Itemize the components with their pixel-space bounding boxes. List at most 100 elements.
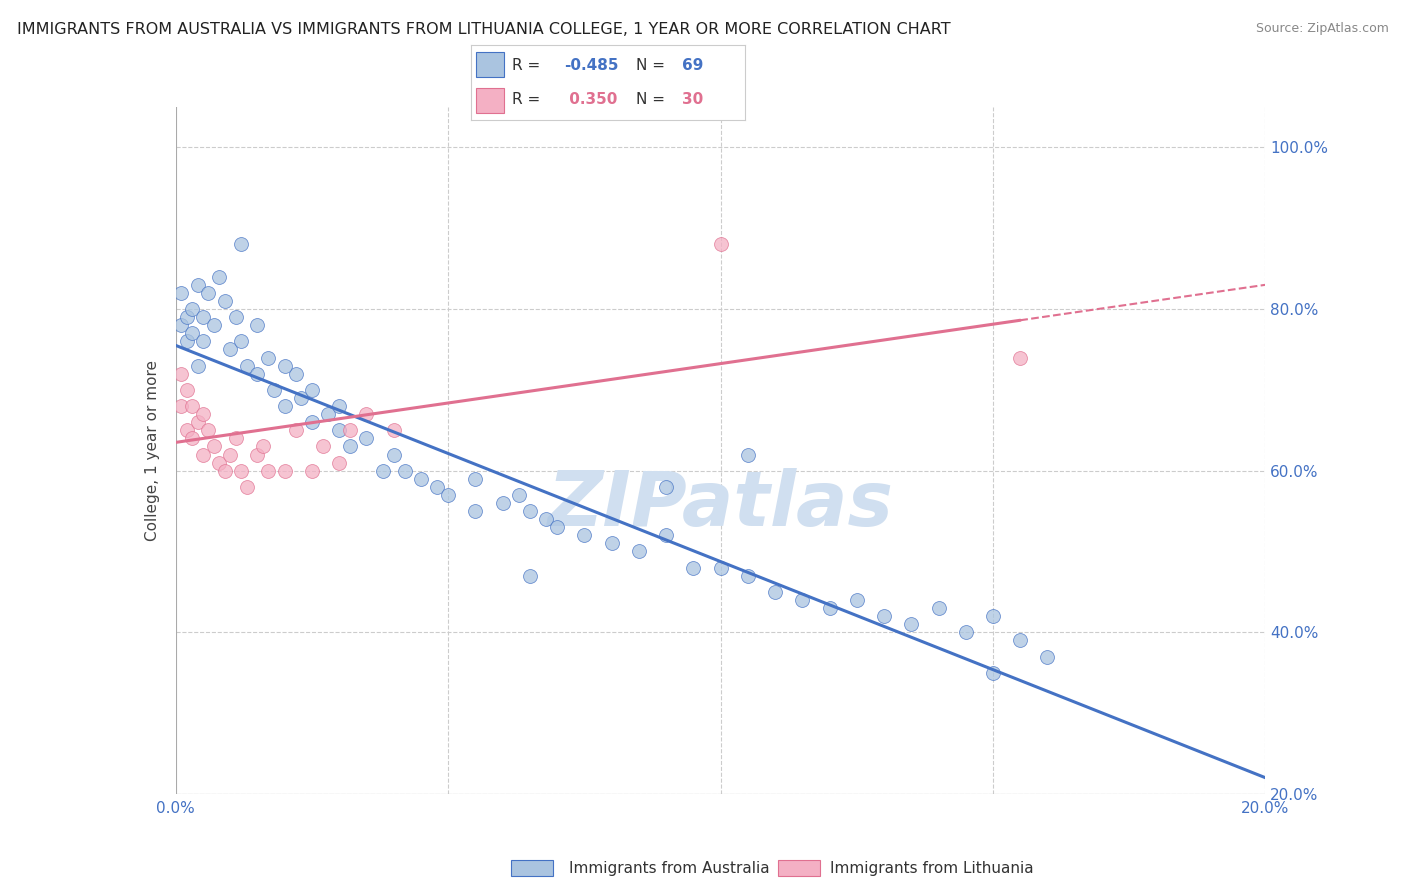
Point	[845, 593, 868, 607]
Point	[301, 383, 323, 397]
Point	[246, 318, 269, 333]
Point	[627, 544, 650, 558]
Point	[191, 407, 214, 421]
Point	[409, 472, 432, 486]
FancyBboxPatch shape	[512, 860, 553, 876]
Point	[655, 528, 678, 542]
Point	[181, 301, 204, 316]
Point	[464, 472, 486, 486]
Point	[339, 439, 361, 453]
Text: R =: R =	[512, 58, 546, 72]
Point	[655, 480, 678, 494]
Point	[191, 310, 214, 325]
Point	[519, 504, 541, 518]
Point	[170, 318, 193, 333]
Point	[710, 237, 733, 252]
Point	[682, 560, 704, 574]
Point	[214, 464, 236, 478]
Text: 0.350: 0.350	[564, 93, 617, 107]
Point	[600, 536, 623, 550]
Point	[900, 617, 922, 632]
Point	[274, 399, 297, 413]
Text: Immigrants from Lithuania: Immigrants from Lithuania	[830, 862, 1033, 876]
Point	[1010, 351, 1032, 365]
Point	[191, 448, 214, 462]
Text: Immigrants from Australia: Immigrants from Australia	[569, 862, 770, 876]
Point	[181, 399, 204, 413]
Point	[873, 609, 896, 624]
Text: ZIPatlas: ZIPatlas	[547, 468, 894, 542]
Point	[170, 285, 193, 300]
Point	[181, 326, 204, 341]
FancyBboxPatch shape	[477, 87, 503, 112]
Point	[981, 609, 1004, 624]
Point	[382, 423, 405, 437]
Point	[231, 464, 253, 478]
Point	[197, 285, 219, 300]
Point	[202, 318, 225, 333]
Point	[246, 448, 269, 462]
Point	[737, 568, 759, 582]
Point	[252, 439, 274, 453]
Text: 30: 30	[682, 93, 703, 107]
Point	[301, 464, 323, 478]
Point	[312, 439, 335, 453]
Point	[1036, 649, 1059, 664]
Point	[191, 334, 214, 349]
Point	[710, 560, 733, 574]
Point	[318, 407, 340, 421]
Point	[170, 367, 193, 381]
Point	[208, 269, 231, 284]
Point	[225, 431, 247, 445]
Point	[186, 277, 209, 292]
Point	[546, 520, 568, 534]
Point	[257, 464, 280, 478]
Point	[371, 464, 394, 478]
Point	[328, 423, 350, 437]
Point	[219, 343, 242, 357]
Point	[235, 480, 257, 494]
Point	[284, 423, 307, 437]
Text: -0.485: -0.485	[564, 58, 619, 72]
Point	[328, 399, 350, 413]
Point	[246, 367, 269, 381]
Text: N =: N =	[636, 58, 669, 72]
Point	[382, 448, 405, 462]
FancyBboxPatch shape	[477, 52, 503, 78]
Point	[263, 383, 285, 397]
Point	[214, 293, 236, 308]
Point	[202, 439, 225, 453]
Point	[792, 593, 814, 607]
Point	[186, 415, 209, 429]
Point	[176, 423, 198, 437]
Point	[208, 456, 231, 470]
Point	[763, 585, 786, 599]
Point	[176, 334, 198, 349]
Point	[981, 665, 1004, 680]
Point	[328, 456, 350, 470]
FancyBboxPatch shape	[779, 860, 820, 876]
Point	[274, 359, 297, 373]
Point	[519, 568, 541, 582]
Point	[508, 488, 530, 502]
Point	[928, 601, 950, 615]
Point	[181, 431, 204, 445]
Point	[274, 464, 297, 478]
Text: R =: R =	[512, 93, 546, 107]
Point	[356, 431, 378, 445]
Point	[955, 625, 977, 640]
Point	[426, 480, 449, 494]
Point	[235, 359, 257, 373]
Point	[197, 423, 219, 437]
Point	[231, 237, 253, 252]
Text: 69: 69	[682, 58, 703, 72]
Point	[356, 407, 378, 421]
Text: N =: N =	[636, 93, 669, 107]
Point	[219, 448, 242, 462]
Point	[225, 310, 247, 325]
Point	[186, 359, 209, 373]
Point	[284, 367, 307, 381]
Point	[301, 415, 323, 429]
Point	[257, 351, 280, 365]
Point	[1010, 633, 1032, 648]
